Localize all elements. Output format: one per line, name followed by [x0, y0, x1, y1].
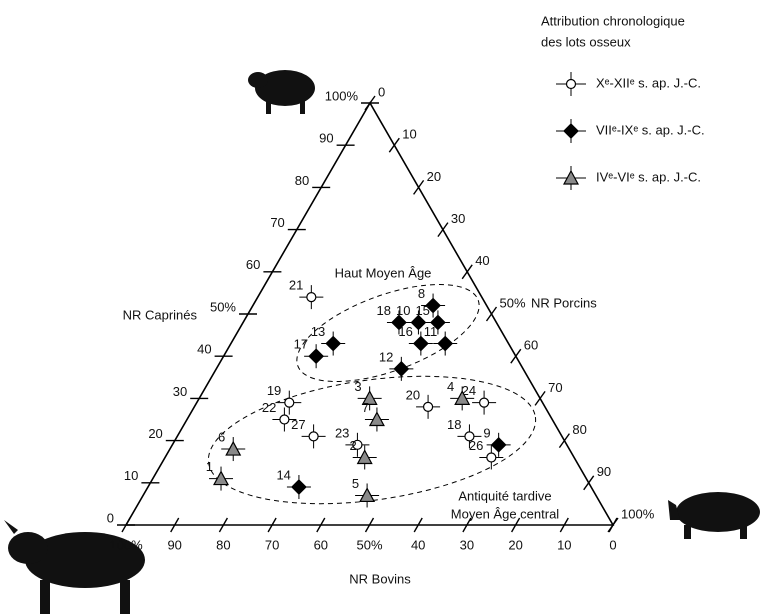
tick-label: 60: [246, 257, 260, 272]
legend-label: IVᵉ-VIᵉ s. ap. J.-C.: [596, 169, 701, 184]
tick-label: 30: [460, 537, 474, 552]
point-label: 8: [418, 286, 425, 301]
point-label: 7: [362, 400, 369, 415]
point-label: 11: [424, 324, 438, 339]
point: [309, 349, 323, 363]
point: [285, 398, 294, 407]
point-label: 1: [206, 459, 213, 474]
legend-marker: [567, 80, 576, 89]
tick-label: 20: [148, 426, 162, 441]
tick-label: 40: [475, 253, 489, 268]
point: [438, 337, 452, 351]
point-label: 19: [267, 383, 281, 398]
legend-title: des lots osseux: [541, 34, 631, 49]
point-label: 22: [262, 400, 276, 415]
tick-label: 100%: [109, 537, 143, 552]
legend-label: Xᵉ-XIIᵉ s. ap. J.-C.: [596, 75, 701, 90]
tick-label: 70: [548, 380, 562, 395]
tick-label: 80: [572, 422, 586, 437]
tick-label: 60: [524, 338, 538, 353]
point-label: 13: [311, 324, 325, 339]
annotation: Antiquité tardive: [458, 488, 551, 503]
tick-label: 20: [427, 169, 441, 184]
cattle-icon: [4, 520, 145, 614]
tick-label: 90: [319, 131, 333, 146]
tick-label: 40: [197, 342, 211, 357]
tick-label: 70: [265, 537, 279, 552]
tick-label: 0: [107, 510, 114, 525]
legend-label: VIIᵉ-IXᵉ s. ap. J.-C.: [596, 122, 705, 137]
point-label: 26: [469, 438, 483, 453]
tick-label: 30: [451, 211, 465, 226]
point: [292, 480, 306, 494]
chart: Haut Moyen Âge Antiquité tardive Moyen Â…: [0, 0, 766, 614]
point-label: 4: [447, 379, 454, 394]
point-label: 3: [354, 379, 361, 394]
point: [487, 453, 496, 462]
tick-label: 100%: [325, 88, 359, 103]
tick-label: 70: [270, 215, 284, 230]
point-label: 23: [335, 425, 349, 440]
annotation: Haut Moyen Âge: [335, 265, 432, 280]
tick-label: 10: [402, 127, 416, 142]
point-label: 27: [291, 417, 305, 432]
tick-label: 60: [314, 537, 328, 552]
point-label: 10: [396, 303, 410, 318]
point-label: 20: [406, 387, 420, 402]
axis-title: NR Porcins: [531, 295, 597, 310]
tick-label: 30: [173, 384, 187, 399]
point: [424, 402, 433, 411]
point-label: 2: [349, 438, 356, 453]
axis-title: NR Bovins: [349, 571, 411, 586]
annotation: Moyen Âge central: [451, 506, 560, 521]
point-label: 9: [483, 425, 490, 440]
legend-title: Attribution chronologique: [541, 13, 685, 28]
point-label: 16: [398, 324, 412, 339]
tick-label: 10: [124, 468, 138, 483]
point-label: 15: [415, 303, 429, 318]
tick-label: 10: [557, 537, 571, 552]
tick-label: 100%: [621, 506, 655, 521]
point-label: 12: [379, 349, 393, 364]
tick-label: 0: [378, 84, 385, 99]
axis-title: NR Caprinés: [123, 307, 198, 322]
point-label: 18: [447, 417, 461, 432]
point-label: 21: [289, 278, 303, 293]
tick-label: 0: [609, 537, 616, 552]
tick-label: 40: [411, 537, 425, 552]
pig-icon: [668, 492, 760, 539]
point-label: 14: [276, 467, 290, 482]
point: [394, 362, 408, 376]
point: [326, 337, 340, 351]
point-label: 6: [218, 429, 225, 444]
tick-label: 50%: [500, 295, 526, 310]
legend-marker: [564, 124, 578, 138]
tick-label: 80: [216, 537, 230, 552]
sheep-icon: [248, 70, 315, 114]
point: [309, 432, 318, 441]
point-label: 18: [376, 303, 390, 318]
tick-label: 50%: [356, 537, 382, 552]
point: [492, 438, 506, 452]
tick-label: 50%: [210, 299, 236, 314]
point-label: 5: [352, 476, 359, 491]
tick-label: 90: [597, 464, 611, 479]
tick-label: 90: [167, 537, 181, 552]
point: [307, 293, 316, 302]
tick-label: 20: [508, 537, 522, 552]
point-label: 17: [294, 337, 308, 352]
point: [280, 415, 289, 424]
point: [480, 398, 489, 407]
tick-label: 80: [295, 173, 309, 188]
